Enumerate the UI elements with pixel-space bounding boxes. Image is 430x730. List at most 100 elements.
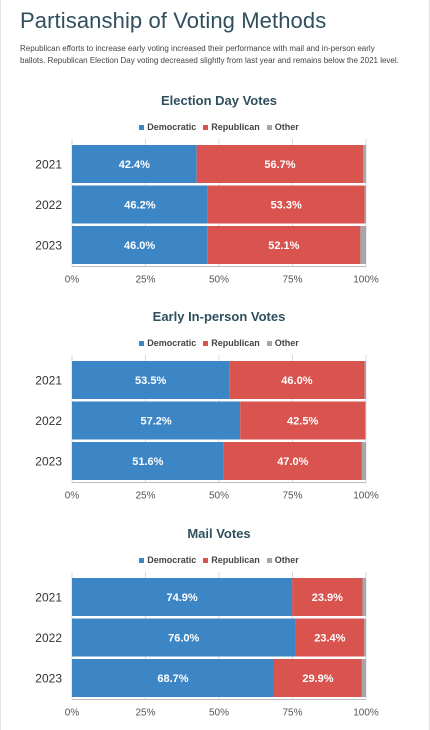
category-label: 2021 (35, 374, 62, 388)
data-label-democratic: 53.5% (135, 375, 166, 387)
data-label-democratic: 51.6% (132, 456, 163, 468)
legend-label: Democratic (147, 338, 197, 348)
bar-other (361, 442, 366, 480)
chart-title: Early In-person Votes (152, 309, 286, 324)
left-border (0, 0, 1, 730)
data-label-republican: 23.4% (314, 633, 345, 645)
bar-republican (229, 361, 365, 399)
data-label-republican: 47.0% (277, 456, 308, 468)
chart-election-day: Election Day Votes Democratic Republican… (0, 91, 430, 291)
x-tick-label: 50% (209, 491, 229, 502)
legend-item-democratic: Democratic (139, 338, 196, 348)
legend-item-other: Other (266, 338, 299, 348)
legend-item-other: Other (266, 555, 299, 565)
x-tick-label: 50% (209, 275, 229, 286)
chart-mail: Mail Votes Democratic Republican Other 2… (0, 524, 430, 724)
bar-republican (207, 185, 365, 224)
x-tick-label: 100% (353, 708, 379, 719)
x-tick-label: 25% (135, 491, 155, 502)
bar-other (360, 226, 366, 264)
bar-democratic (72, 659, 274, 697)
bar-other (365, 401, 366, 440)
bar-democratic (72, 361, 230, 399)
legend-label: Republican (211, 338, 260, 348)
category-label: 2022 (35, 631, 62, 645)
legend: Democratic Republican Other (72, 122, 366, 132)
bar-other (363, 145, 366, 183)
legend-swatch-democratic (139, 557, 145, 563)
legend-swatch-democratic (139, 124, 145, 130)
chart-title: Election Day Votes (160, 93, 278, 108)
legend-label: Republican (211, 555, 260, 565)
bar-democratic (72, 185, 208, 224)
legend-label: Other (274, 555, 299, 565)
x-tick-label: 75% (282, 491, 302, 502)
bar-other (362, 578, 366, 616)
data-label-republican: 56.7% (264, 159, 295, 171)
data-label-republican: 46.0% (281, 375, 312, 387)
bar-republican (295, 618, 365, 657)
legend-item-democratic: Democratic (139, 555, 196, 565)
plot-area: 2021 74.9% 23.9% 2022 76.0% 23.4% 2023 68.7% 29.… (35, 572, 379, 719)
data-label-republican: 42.5% (287, 416, 318, 428)
legend-swatch-democratic (139, 340, 145, 346)
bar-democratic (72, 401, 241, 440)
category-label: 2023 (35, 239, 62, 253)
data-label-republican: 29.9% (302, 673, 333, 685)
legend: Democratic Republican Other (72, 338, 366, 348)
legend-item-democratic: Democratic (139, 122, 196, 132)
bar-democratic (72, 145, 197, 183)
x-tick-label: 0% (65, 491, 80, 502)
data-label-democratic: 46.2% (124, 200, 155, 212)
plot-area: 2021 53.5% 46.0% 2022 57.2% 42.5% 2023 51.6% 47.… (35, 355, 379, 502)
bar-democratic (72, 442, 224, 480)
legend-swatch-republican (203, 124, 209, 130)
bar-republican (240, 401, 366, 440)
plot-area: 2021 42.4% 56.7% 2022 46.2% 53.3% 2023 46.0% 52.… (35, 139, 379, 286)
category-label: 2021 (35, 158, 62, 172)
category-label: 2021 (35, 591, 62, 605)
data-label-republican: 52.1% (268, 240, 299, 252)
bar-republican (273, 659, 362, 697)
page-subtitle: Republican efforts to increase early vot… (20, 44, 399, 65)
legend-label: Democratic (147, 122, 197, 132)
data-label-democratic: 74.9% (167, 592, 198, 604)
legend-label: Other (274, 338, 299, 348)
page-title: Partisanship of Voting Methods (20, 8, 327, 33)
x-tick-label: 50% (209, 708, 229, 719)
legend-label: Republican (211, 122, 260, 132)
bar-other (364, 185, 366, 224)
bar-republican (196, 145, 364, 183)
chart-early-in-person: Early In-person Votes Democratic Republi… (0, 307, 430, 507)
legend-item-republican: Republican (203, 122, 260, 132)
category-label: 2022 (35, 198, 62, 212)
bar-democratic (72, 578, 293, 616)
bar-republican (292, 578, 363, 616)
bar-other (364, 618, 366, 657)
legend: Democratic Republican Other (72, 555, 366, 565)
legend-label: Other (274, 122, 299, 132)
bar-democratic (72, 618, 296, 657)
legend-item-other: Other (266, 122, 299, 132)
chart-title: Mail Votes (187, 526, 251, 541)
bar-other (364, 361, 366, 399)
legend-swatch-republican (203, 340, 209, 346)
bar-republican (207, 226, 361, 264)
data-label-democratic: 68.7% (157, 673, 188, 685)
bar-republican (223, 442, 362, 480)
x-tick-label: 0% (65, 708, 80, 719)
legend-swatch-other (266, 124, 272, 130)
bar-other (361, 659, 366, 697)
x-tick-label: 75% (282, 708, 302, 719)
x-tick-label: 25% (135, 275, 155, 286)
legend-swatch-other (266, 557, 272, 563)
x-tick-label: 75% (282, 275, 302, 286)
legend-swatch-other (266, 340, 272, 346)
data-label-republican: 23.9% (312, 592, 343, 604)
legend-item-republican: Republican (203, 338, 260, 348)
data-label-republican: 53.3% (271, 200, 302, 212)
x-tick-label: 0% (65, 275, 80, 286)
data-label-democratic: 46.0% (124, 240, 155, 252)
category-label: 2022 (35, 414, 62, 428)
legend-item-republican: Republican (203, 555, 260, 565)
